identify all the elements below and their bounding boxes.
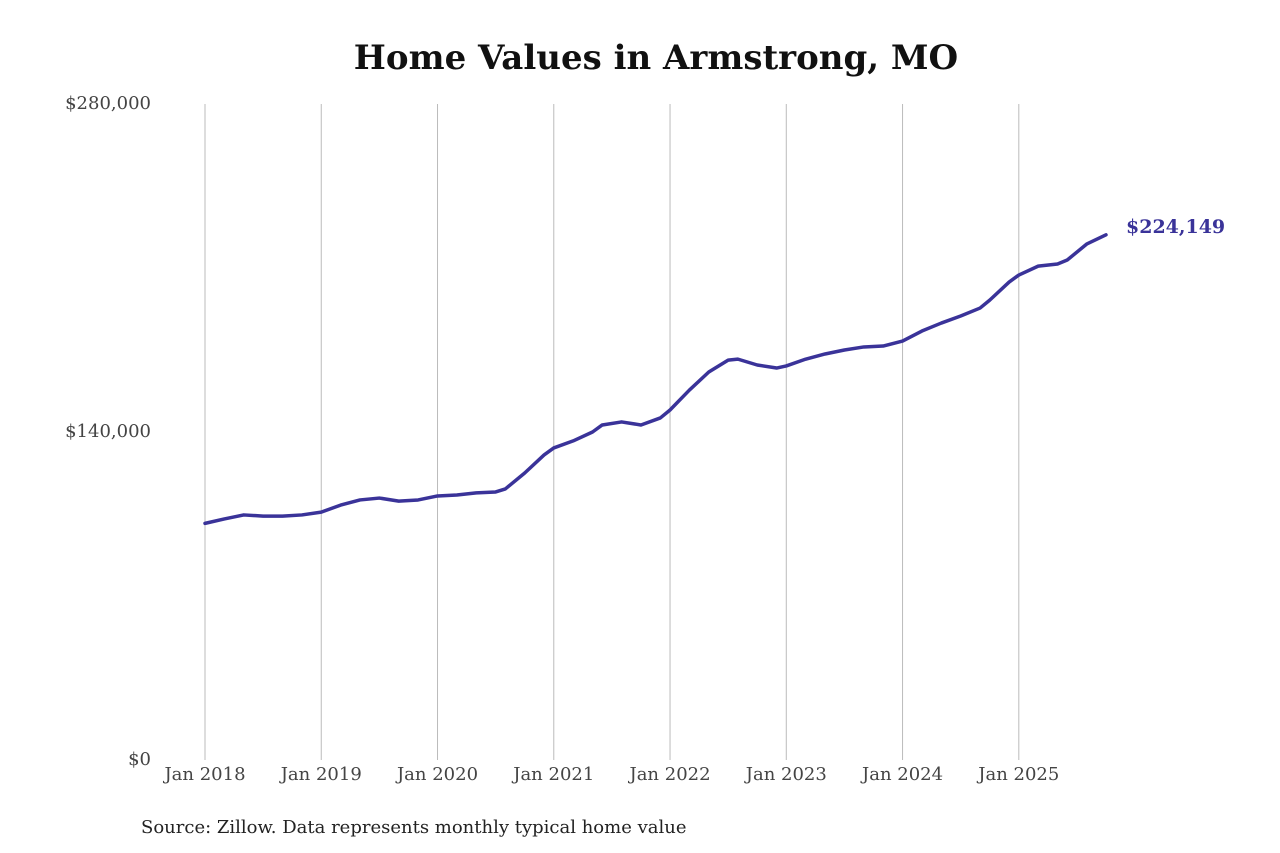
x-tick-label: Jan 2022 <box>627 764 710 785</box>
x-tick-label: Jan 2019 <box>279 764 362 785</box>
y-tick-label: $0 <box>128 749 151 770</box>
value-label: $224,149 <box>1126 216 1225 238</box>
source-note: Source: Zillow. Data represents monthly … <box>141 817 687 838</box>
x-tick-label: Jan 2018 <box>162 764 245 785</box>
y-tick-label: $280,000 <box>65 93 151 114</box>
y-tick-label: $140,000 <box>65 421 151 442</box>
x-tick-label: Jan 2020 <box>395 764 478 785</box>
chart-title: Home Values in Armstrong, MO <box>354 38 958 78</box>
x-tick-label: Jan 2025 <box>976 764 1059 785</box>
data-line <box>203 233 1108 526</box>
x-tick-label: Jan 2023 <box>744 764 827 785</box>
x-tick-label: Jan 2021 <box>511 764 594 785</box>
x-tick-label: Jan 2024 <box>860 764 943 785</box>
